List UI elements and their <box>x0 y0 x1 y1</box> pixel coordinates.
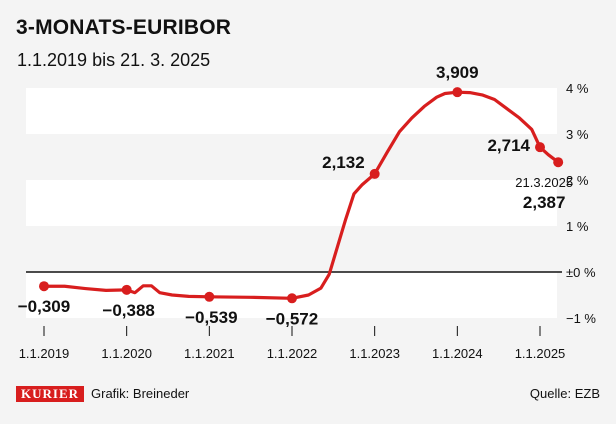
data-label: −0,572 <box>266 309 318 328</box>
y-tick-label: ±0 % <box>566 265 596 280</box>
chart-title: 3-MONATS-EURIBOR <box>16 16 232 39</box>
y-tick-label: 4 % <box>566 81 589 96</box>
data-source: Quelle: EZB <box>529 386 600 401</box>
chart-subtitle: 1.1.2019 bis 21. 3. 2025 <box>17 50 211 70</box>
data-label: 2,387 <box>523 193 566 212</box>
data-point-marker <box>121 284 132 295</box>
grid-band <box>26 88 557 134</box>
data-label: 2,132 <box>322 153 365 172</box>
data-point-marker <box>553 157 564 168</box>
grid-band <box>26 180 557 226</box>
x-tick-label: 1.1.2024 <box>432 346 483 361</box>
data-point-marker <box>39 281 49 292</box>
data-label-date: 21.3.2025 <box>515 175 573 190</box>
data-point-marker <box>369 168 380 179</box>
data-label: −0,388 <box>102 301 154 320</box>
data-label: 2,714 <box>487 136 530 155</box>
data-point-marker <box>287 293 297 304</box>
euribor-line <box>42 90 560 300</box>
y-tick-label: 1 % <box>566 219 589 234</box>
data-point-marker <box>535 142 545 153</box>
x-tick-label: 1.1.2023 <box>349 346 400 361</box>
y-tick-label: 3 % <box>566 127 589 142</box>
x-tick-label: 1.1.2019 <box>19 346 70 361</box>
graphic-credit: Grafik: Breineder <box>91 386 190 401</box>
x-tick-label: 1.1.2025 <box>515 346 566 361</box>
data-label: −0,539 <box>185 308 237 327</box>
y-tick-label: −1 % <box>566 311 596 326</box>
data-label: 3,909 <box>436 63 479 82</box>
data-point-marker <box>204 291 215 302</box>
x-tick-label: 1.1.2022 <box>267 346 318 361</box>
y-tick-label: 2 % <box>566 173 589 188</box>
kurier-logo: KURIER <box>16 386 85 402</box>
data-label: −0,309 <box>18 297 70 316</box>
x-tick-label: 1.1.2020 <box>101 346 152 361</box>
x-tick-label: 1.1.2021 <box>184 346 235 361</box>
data-point-marker <box>452 87 463 98</box>
